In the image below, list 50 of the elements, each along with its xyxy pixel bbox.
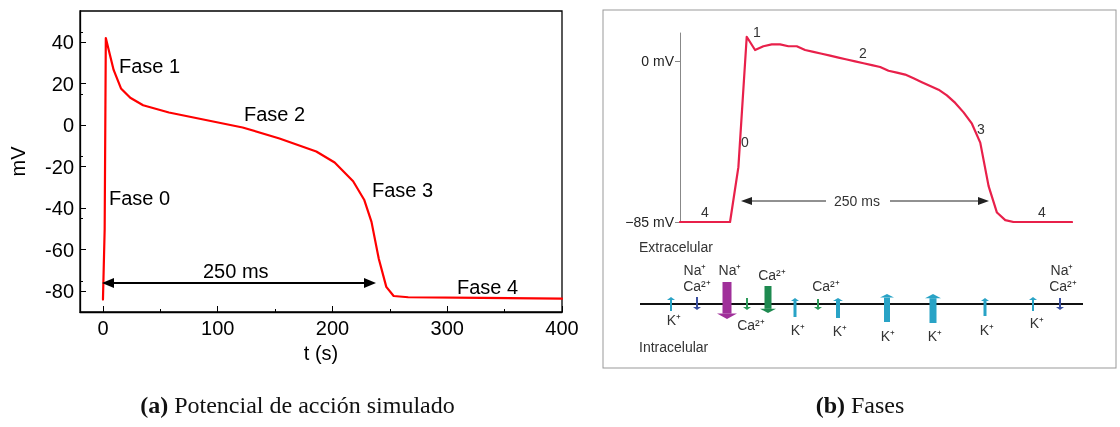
text: K⁺ [927, 328, 943, 344]
text: Ca²⁺ [1049, 278, 1077, 294]
annotation: Fase 0 [109, 187, 171, 209]
x-tick-label: 300 [430, 317, 464, 339]
text: K⁺ [666, 312, 682, 328]
text: Ca²⁺ [812, 278, 840, 294]
annotation: Fase 4 [457, 276, 519, 298]
text: Ca²⁺ [683, 278, 711, 294]
x-axis-title: t (s) [303, 341, 339, 364]
y-tick-label: 0 mV [641, 53, 675, 70]
y-tick-label: 0 [62, 114, 74, 137]
text: Na⁺ [718, 262, 742, 278]
text: Ca²⁺ [758, 267, 786, 283]
text: (a) Potencial de acción simulado [139, 392, 456, 419]
annotation: Fase 3 [372, 179, 434, 201]
y-tick-label: -80 [45, 280, 74, 303]
line-series [678, 35, 1074, 224]
annotation: 3 [977, 121, 986, 137]
y-tick-label: −85 mV [625, 214, 675, 230]
annotation: 1 [753, 24, 762, 40]
y-tick-label: 40 [51, 31, 74, 54]
text: K⁺ [979, 322, 995, 338]
text: K⁺ [790, 322, 806, 338]
text: (b) Fases [814, 392, 906, 419]
annotation: 4 [1038, 204, 1047, 220]
line-series [101, 36, 564, 301]
annotation: 2 [859, 45, 868, 61]
text: Na⁺ [683, 262, 707, 278]
text: K⁺ [880, 328, 896, 344]
annotation: 250 ms [834, 193, 880, 209]
text: K⁺ [832, 323, 848, 339]
y-axis-title: mV [7, 145, 29, 177]
text: Intracelular [639, 339, 709, 355]
annotation: 0 [741, 134, 750, 150]
y-tick-label: 20 [51, 72, 74, 95]
x-tick-label: 100 [201, 317, 235, 339]
y-tick-label: -40 [45, 197, 74, 220]
y-tick-label: -60 [45, 238, 74, 261]
x-tick-label: 200 [315, 317, 350, 339]
text: K⁺ [1029, 315, 1045, 331]
x-tick-label: 400 [545, 317, 579, 339]
text: Ca²⁺ [737, 317, 765, 333]
text: Extracelular [639, 239, 714, 255]
y-tick-label: -20 [45, 155, 74, 178]
annotation: 4 [701, 204, 710, 220]
annotation: 250 ms [203, 260, 269, 282]
annotation: Fase 1 [119, 55, 181, 77]
annotation: Fase 2 [244, 103, 306, 125]
text: Na⁺ [1050, 262, 1074, 278]
x-tick-label: 0 [97, 317, 109, 339]
